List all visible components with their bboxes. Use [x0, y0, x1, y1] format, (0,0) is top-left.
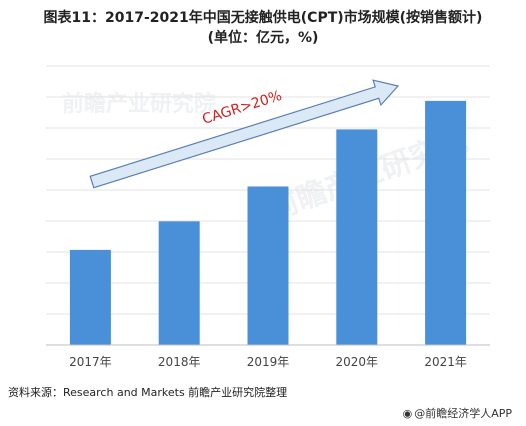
x-tick-label: 2017年	[69, 355, 112, 369]
bar-2017年	[69, 249, 111, 345]
bar-2019年	[247, 186, 289, 345]
trend-arrow	[89, 79, 400, 189]
chart-title: 图表11：2017-2021年中国无接触供电(CPT)市场规模(按销售额计) (…	[0, 8, 526, 48]
trend-arrow-shape	[89, 79, 400, 189]
brand-credit: ◉ @前瞻经济学人APP	[403, 405, 512, 421]
x-tick-labels: 2017年 2018年 2019年 2020年 2021年	[69, 355, 467, 369]
x-tick-label: 2021年	[424, 355, 467, 369]
bar-2020年	[336, 129, 378, 345]
brand-text: @前瞻经济学人APP	[414, 407, 512, 420]
bar-2018年	[158, 221, 200, 345]
source-note: 资料来源：Research and Markets 前瞻产业研究院整理	[8, 386, 288, 399]
x-tick-label: 2018年	[158, 355, 201, 369]
brand-logo-icon: ◉	[402, 407, 413, 420]
bar-2021年	[425, 100, 467, 345]
title-line-2: (单位：亿元，%)	[207, 30, 319, 46]
x-tick-label: 2020年	[336, 355, 379, 369]
x-tick-label: 2019年	[247, 355, 290, 369]
title-line-1: 图表11：2017-2021年中国无接触供电(CPT)市场规模(按销售额计)	[43, 10, 483, 26]
bars	[69, 100, 467, 345]
